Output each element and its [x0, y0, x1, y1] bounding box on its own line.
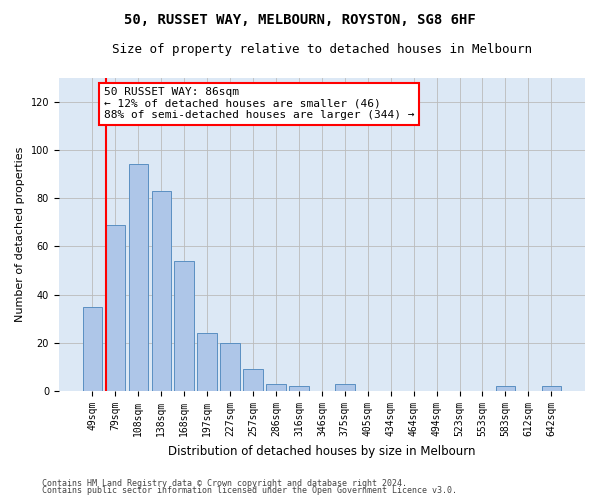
Bar: [197, 334, 217, 391]
Bar: [335, 384, 355, 391]
Bar: [220, 343, 240, 391]
Text: 50 RUSSET WAY: 86sqm
← 12% of detached houses are smaller (46)
88% of semi-detac: 50 RUSSET WAY: 86sqm ← 12% of detached h…: [104, 87, 415, 120]
Bar: [266, 384, 286, 391]
Bar: [289, 386, 308, 391]
Bar: [128, 164, 148, 391]
Bar: [496, 386, 515, 391]
Title: Size of property relative to detached houses in Melbourn: Size of property relative to detached ho…: [112, 42, 532, 56]
X-axis label: Distribution of detached houses by size in Melbourn: Distribution of detached houses by size …: [168, 444, 476, 458]
Bar: [106, 224, 125, 391]
Bar: [175, 261, 194, 391]
Y-axis label: Number of detached properties: Number of detached properties: [15, 146, 25, 322]
Bar: [83, 306, 102, 391]
Bar: [152, 191, 171, 391]
Text: Contains public sector information licensed under the Open Government Licence v3: Contains public sector information licen…: [42, 486, 457, 495]
Text: 50, RUSSET WAY, MELBOURN, ROYSTON, SG8 6HF: 50, RUSSET WAY, MELBOURN, ROYSTON, SG8 6…: [124, 12, 476, 26]
Bar: [244, 370, 263, 391]
Bar: [542, 386, 561, 391]
Text: Contains HM Land Registry data © Crown copyright and database right 2024.: Contains HM Land Registry data © Crown c…: [42, 478, 407, 488]
